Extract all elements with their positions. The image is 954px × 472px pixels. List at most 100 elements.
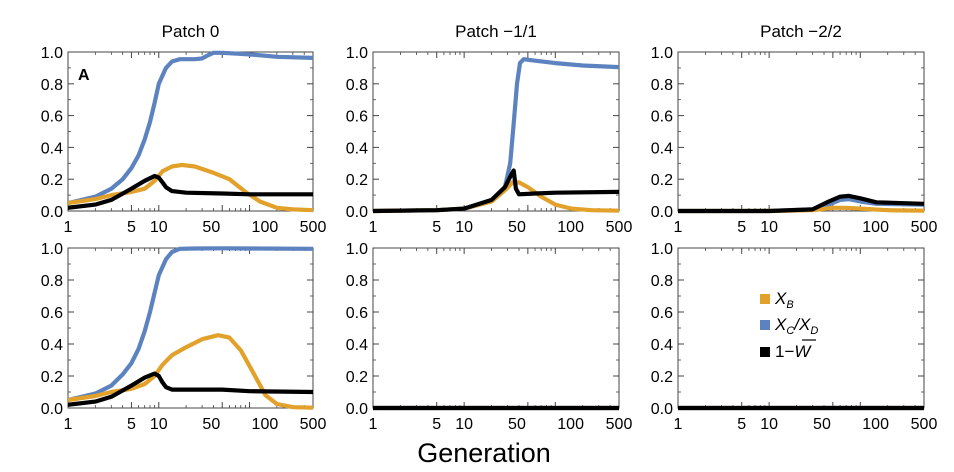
y-tick-label: 0.2 [346, 369, 368, 386]
series-line-x-c-x-d [68, 246, 313, 403]
y-tick-label: 0.4 [41, 140, 63, 157]
y-tick-label: 0.0 [41, 401, 63, 418]
plot-frame [677, 51, 925, 212]
y-tick-label: 0.8 [41, 273, 63, 290]
y-tick-label: 0.8 [651, 273, 673, 290]
y-tick-label: 0.0 [651, 204, 673, 221]
x-tick-label: 100 [862, 416, 889, 433]
y-tick-label: 0.6 [346, 109, 368, 126]
panel-5: 1 5 10 50 100 500 0.0 0.2 0.4 0.6 0.8 1.0 [651, 241, 938, 433]
plot-frame [67, 51, 314, 212]
y-tick-label: 0.8 [346, 77, 368, 94]
y-tick-label: 0.0 [41, 204, 63, 221]
y-tick-label: 1.0 [346, 45, 368, 62]
panel-title: Patch 0 [162, 22, 220, 41]
x-tick-label: 100 [252, 219, 279, 236]
x-tick-label: 500 [300, 219, 327, 236]
x-tick-label: 50 [202, 219, 220, 236]
x-tick-label: 5 [737, 219, 746, 236]
y-tick-label: 0.4 [346, 337, 368, 354]
y-tick-label: 0.8 [346, 273, 368, 290]
y-tick-label: 0.4 [41, 337, 63, 354]
y-tick-label: 0.6 [346, 305, 368, 322]
y-tick-label: 1.0 [651, 241, 673, 258]
plot-frame [372, 247, 620, 409]
panel-title: Patch −2/2 [760, 22, 842, 41]
series-line-x-c-x-d [373, 57, 619, 214]
x-tick-label: 100 [252, 416, 279, 433]
x-tick-label: 500 [606, 416, 633, 433]
x-tick-label: 50 [202, 416, 220, 433]
panel-4: 1 5 10 50 100 500 0.0 0.2 0.4 0.6 0.8 1.0 [346, 241, 633, 433]
x-tick-label: 50 [508, 416, 526, 433]
x-tick-label: 50 [813, 219, 831, 236]
x-tick-label: 10 [760, 219, 778, 236]
panel-3: 1 5 10 50 100 500 0.0 0.2 0.4 0.6 0.8 1.0 [41, 241, 327, 433]
x-tick-label: 500 [606, 219, 633, 236]
series-line-1-w- [68, 371, 313, 407]
y-tick-label: 0.6 [651, 305, 673, 322]
x-tick-label: 1 [64, 219, 73, 236]
x-tick-label: 100 [557, 219, 584, 236]
legend-swatch-xb [760, 294, 770, 304]
legend: XB XC/XD 1−W [760, 289, 818, 361]
x-tick-label: 5 [432, 416, 441, 433]
x-tick-label: 10 [455, 219, 473, 236]
x-tick-label: 1 [369, 416, 378, 433]
legend-label-fitness: 1−W [775, 342, 812, 361]
x-tick-label: 10 [150, 416, 168, 433]
y-tick-label: 0.2 [41, 369, 63, 386]
series-line-1-w- [373, 168, 619, 214]
x-tick-label: 5 [432, 219, 441, 236]
x-tick-label: 50 [508, 219, 526, 236]
y-tick-label: 0.8 [41, 77, 63, 94]
series-line-1-w- [678, 193, 924, 214]
legend-label-xb: XB [774, 289, 794, 311]
y-tick-label: 1.0 [346, 241, 368, 258]
x-axis-label: Generation [417, 438, 551, 468]
x-tick-label: 1 [674, 416, 683, 433]
x-tick-label: 1 [64, 416, 73, 433]
y-tick-label: 0.6 [41, 109, 63, 126]
y-tick-label: 0.6 [651, 109, 673, 126]
x-tick-label: 5 [127, 416, 136, 433]
series-line-x-c-x-d [68, 50, 313, 206]
y-tick-label: 0.0 [651, 401, 673, 418]
y-tick-label: 0.2 [346, 172, 368, 189]
x-tick-label: 10 [150, 219, 168, 236]
y-tick-label: 0.4 [651, 140, 673, 157]
y-tick-label: 0.2 [651, 369, 673, 386]
panel-1: 1 5 10 50 100 500 0.0 0.2 0.4 0.6 0.8 1.0 Patch −1/1 [346, 22, 633, 236]
series-line-1-w- [68, 173, 313, 210]
x-tick-label: 10 [455, 416, 473, 433]
plot-frame [67, 247, 314, 409]
y-tick-label: 0.8 [651, 77, 673, 94]
x-tick-label: 50 [813, 416, 831, 433]
legend-swatch-fitness [760, 347, 770, 357]
y-tick-label: 0.4 [651, 337, 673, 354]
plot-frame [372, 51, 620, 212]
y-tick-label: 1.0 [41, 45, 63, 62]
x-tick-label: 500 [300, 416, 327, 433]
y-tick-label: 1.0 [41, 241, 63, 258]
panel-letter: A [78, 67, 90, 84]
x-tick-label: 500 [911, 416, 938, 433]
y-tick-label: 0.0 [346, 204, 368, 221]
panel-0: 1 5 10 50 100 500 0.0 0.2 0.4 0.6 0.8 1.0 Patch 0 [41, 22, 327, 236]
x-tick-label: 100 [862, 219, 889, 236]
y-tick-label: 0.2 [41, 172, 63, 189]
panel-2: 1 5 10 50 100 500 0.0 0.2 0.4 0.6 0.8 1.0 Patch −2/2 [651, 22, 938, 236]
x-tick-label: 100 [557, 416, 584, 433]
y-tick-label: 1.0 [651, 45, 673, 62]
legend-label-xcxd: XC/XD [774, 315, 818, 337]
x-tick-label: 500 [911, 219, 938, 236]
y-tick-label: 0.4 [346, 140, 368, 157]
x-tick-label: 5 [127, 219, 136, 236]
x-tick-label: 1 [369, 219, 378, 236]
x-tick-label: 5 [737, 416, 746, 433]
y-tick-label: 0.2 [651, 172, 673, 189]
legend-swatch-xcxd [760, 320, 770, 330]
x-tick-label: 10 [760, 416, 778, 433]
